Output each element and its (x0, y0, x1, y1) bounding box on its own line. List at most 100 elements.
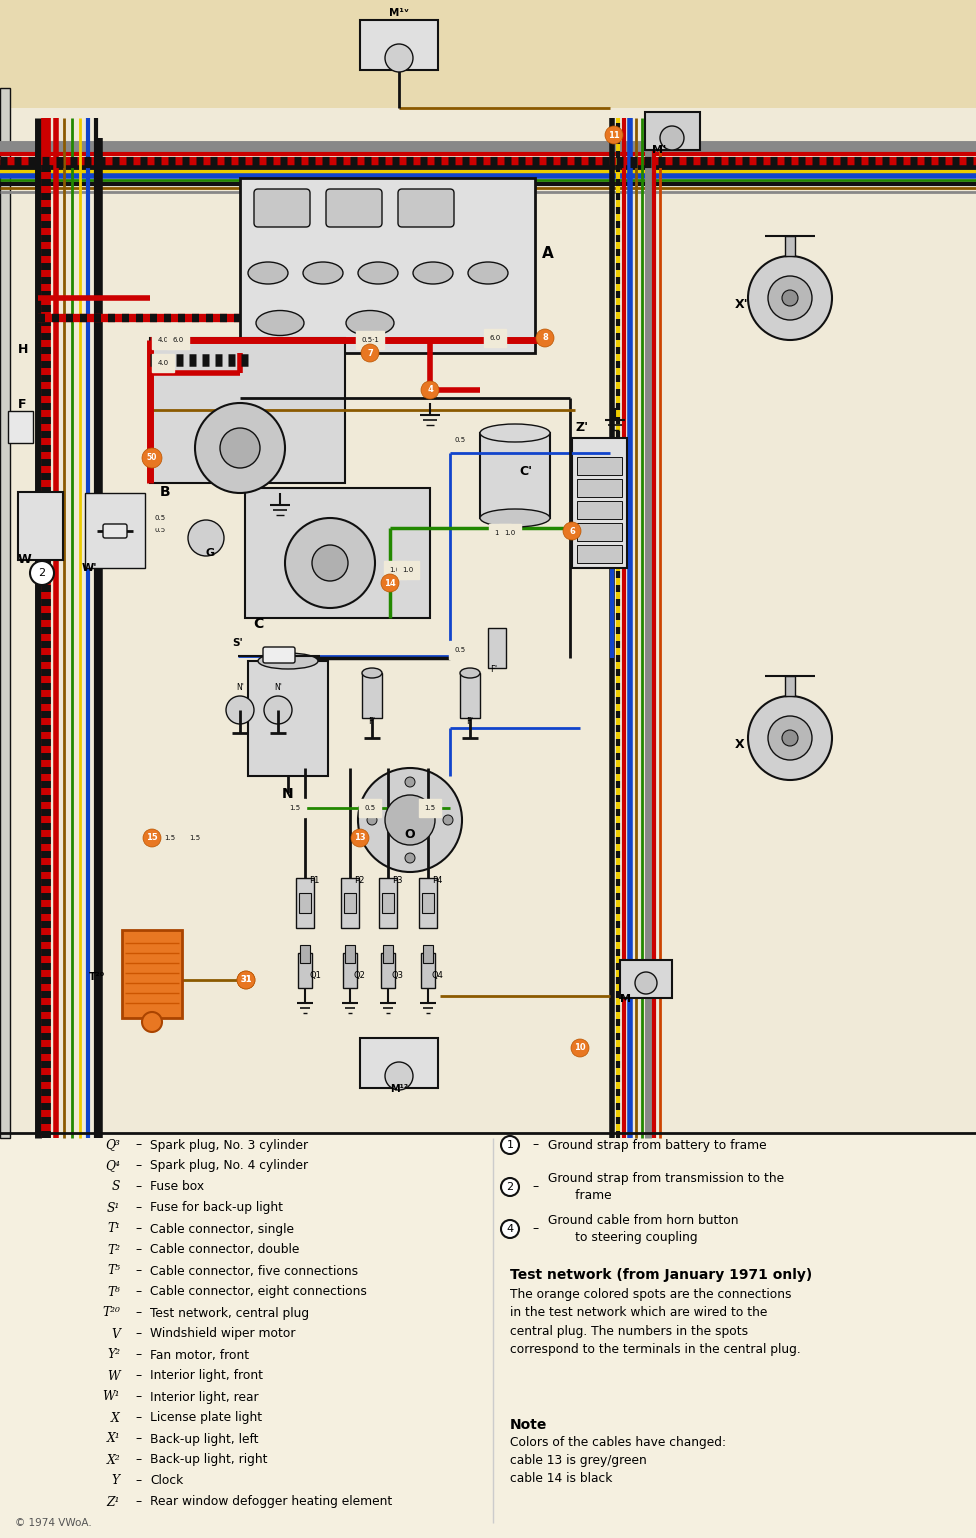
Text: Y²: Y² (107, 1349, 120, 1361)
Text: P1: P1 (309, 877, 319, 884)
Text: Cable connector, single: Cable connector, single (150, 1223, 294, 1235)
Text: 31: 31 (240, 975, 252, 984)
Bar (245, 488, 430, 618)
Text: –: – (135, 1244, 142, 1257)
Ellipse shape (248, 261, 288, 285)
Text: 31: 31 (240, 975, 252, 984)
Text: Z': Z' (576, 421, 590, 434)
Bar (18, 492, 63, 560)
Circle shape (264, 697, 292, 724)
Circle shape (782, 291, 798, 306)
Text: 1.5: 1.5 (164, 835, 176, 841)
Text: M: M (620, 994, 631, 1004)
Circle shape (220, 428, 260, 468)
Text: 4: 4 (507, 1224, 513, 1233)
Circle shape (237, 970, 255, 989)
Text: 1.0: 1.0 (389, 568, 400, 574)
Bar (240, 178, 535, 354)
Text: T²⁰: T²⁰ (102, 1306, 120, 1320)
Text: Cable connector, double: Cable connector, double (150, 1244, 300, 1257)
Text: 1.0: 1.0 (505, 531, 515, 537)
Text: Ground strap from battery to frame: Ground strap from battery to frame (548, 1138, 766, 1152)
Text: –: – (135, 1286, 142, 1298)
Text: Q³: Q³ (105, 1138, 120, 1152)
Text: T²: T² (107, 1244, 120, 1257)
Bar (577, 523, 622, 541)
Text: –: – (135, 1453, 142, 1467)
Text: G: G (205, 548, 215, 558)
Bar (572, 438, 627, 568)
Bar (381, 954, 395, 987)
Text: W': W' (82, 563, 98, 574)
Text: Interior light, rear: Interior light, rear (150, 1390, 259, 1404)
Text: Cable connector, five connections: Cable connector, five connections (150, 1264, 358, 1278)
Text: –: – (135, 1369, 142, 1383)
Text: C': C' (519, 464, 533, 478)
Text: –: – (135, 1201, 142, 1215)
Text: 6: 6 (569, 526, 575, 535)
Ellipse shape (480, 424, 550, 441)
Text: X¹: X¹ (106, 1432, 120, 1446)
Bar (345, 944, 355, 963)
Text: Y: Y (112, 1475, 120, 1487)
Text: 0.5: 0.5 (455, 437, 466, 443)
Text: Z¹: Z¹ (106, 1495, 120, 1509)
Text: X²: X² (106, 1453, 120, 1467)
Text: Q3: Q3 (392, 970, 404, 980)
Bar (0, 0, 976, 108)
Text: 1.0: 1.0 (495, 531, 506, 537)
Bar (298, 954, 312, 987)
Circle shape (358, 767, 462, 872)
Text: O: O (405, 827, 416, 841)
Bar (299, 894, 311, 914)
Text: 2: 2 (38, 568, 46, 578)
Text: –: – (135, 1475, 142, 1487)
Bar (382, 894, 394, 914)
Circle shape (381, 574, 399, 592)
Bar (0, 88, 10, 1138)
Bar (344, 894, 356, 914)
Circle shape (501, 1178, 519, 1197)
Text: 0.5: 0.5 (154, 515, 166, 521)
Bar (296, 878, 314, 927)
Text: 4.0: 4.0 (157, 360, 169, 366)
Bar (480, 434, 550, 518)
Text: Fuse box: Fuse box (150, 1181, 204, 1193)
Text: 13: 13 (354, 834, 366, 843)
Text: S¹: S¹ (106, 1201, 120, 1215)
Circle shape (605, 126, 623, 145)
Bar (360, 1038, 438, 1087)
Text: T⁵: T⁵ (107, 1264, 120, 1278)
Text: T²⁰: T²⁰ (89, 972, 105, 981)
Text: –: – (135, 1349, 142, 1361)
Text: P4: P4 (432, 877, 442, 884)
Bar (150, 338, 345, 483)
Text: –: – (135, 1264, 142, 1278)
Circle shape (237, 970, 255, 989)
Bar (248, 661, 328, 777)
Bar (577, 544, 622, 563)
Bar (341, 878, 359, 927)
Text: N': N' (236, 683, 244, 692)
Circle shape (226, 697, 254, 724)
FancyBboxPatch shape (263, 647, 295, 663)
Circle shape (501, 1220, 519, 1238)
Text: F': F' (368, 717, 376, 726)
Text: X: X (111, 1412, 120, 1424)
Text: 0.5: 0.5 (364, 804, 376, 811)
Bar (300, 944, 310, 963)
Text: 10: 10 (574, 1043, 586, 1052)
Text: © 1974 VWoA.: © 1974 VWoA. (15, 1518, 92, 1527)
Text: S: S (111, 1181, 120, 1193)
FancyBboxPatch shape (326, 189, 382, 228)
Text: 4: 4 (427, 386, 433, 395)
Text: W: W (18, 554, 32, 566)
Circle shape (385, 795, 435, 844)
Text: Q1: Q1 (309, 970, 321, 980)
Text: Colors of the cables have changed:
cable 13 is grey/green
cable 14 is black: Colors of the cables have changed: cable… (510, 1436, 726, 1486)
Bar (577, 501, 622, 518)
Bar (423, 944, 433, 963)
Text: 1.5: 1.5 (425, 804, 435, 811)
Text: T': T' (155, 521, 163, 532)
Bar (785, 235, 795, 255)
